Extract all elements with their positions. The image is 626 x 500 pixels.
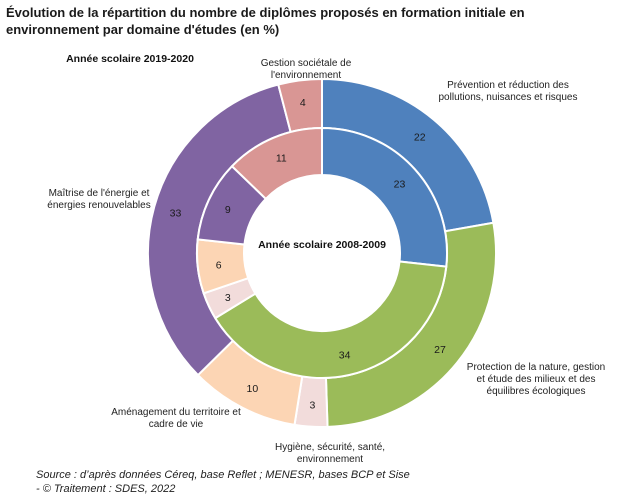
chart-title: Évolution de la répartition du nombre de… bbox=[6, 5, 525, 37]
inner-value-label-protection-de-la-nature-gest: 34 bbox=[339, 350, 351, 362]
inner-slice-gestion-societale-de-l-envir bbox=[230, 126, 323, 201]
category-label-hygiene-securite-sante-envir: Hygiène, sécurité, santé, environnement bbox=[275, 442, 385, 465]
inner-value-label-hygiene-securite-sante-envir: 3 bbox=[225, 292, 231, 304]
outer-value-label-protection-de-la-nature-gest: 27 bbox=[434, 344, 446, 356]
inner-value-label-gestion-societale-de-l-envir: 11 bbox=[276, 152, 287, 164]
category-labels: Prévention et réduction des pollutions, n… bbox=[47, 58, 605, 465]
inner-ring bbox=[196, 126, 448, 379]
outer-value-label-hygiene-securite-sante-envir: 3 bbox=[309, 400, 315, 412]
inner-slice-protection-de-la-nature-gest bbox=[213, 260, 448, 379]
category-label-maitrise-de-l-energie-et-ene: Maîtrise de l'énergie et énergies renouve… bbox=[47, 188, 150, 211]
source-line-2: - © Traitement : SDES, 2022 bbox=[36, 483, 176, 495]
source-note: Source : d’après données Céreq, base Ref… bbox=[36, 468, 410, 496]
inner-ring-label: Année scolaire 2008-2009 bbox=[258, 239, 386, 251]
inner-value-label-prevention-et-reduction-des-: 23 bbox=[394, 179, 406, 191]
category-label-prevention-et-reduction-des-: Prévention et réduction des pollutions, n… bbox=[439, 80, 578, 103]
outer-value-label-gestion-societale-de-l-envir: 4 bbox=[300, 97, 306, 109]
outer-value-label-prevention-et-reduction-des-: 22 bbox=[414, 132, 426, 144]
category-label-gestion-societale-de-l-envir: Gestion sociétale de l'environnement bbox=[261, 58, 352, 81]
source-line-1: Source : d’après données Céreq, base Ref… bbox=[36, 469, 410, 481]
inner-value-label-maitrise-de-l-energie-et-ene: 9 bbox=[225, 204, 231, 216]
category-label-amenagement-du-territoire-et: Aménagement du territoire et cadre de vie bbox=[111, 407, 241, 430]
inner-value-label-amenagement-du-territoire-et: 6 bbox=[216, 259, 222, 271]
outer-value-label-maitrise-de-l-energie-et-ene: 33 bbox=[170, 207, 182, 219]
outer-value-label-amenagement-du-territoire-et: 10 bbox=[247, 383, 259, 395]
category-label-protection-de-la-nature-gest: Protection de la nature, gestion et étude… bbox=[467, 362, 605, 397]
inner-slice-prevention-et-reduction-des- bbox=[321, 126, 448, 268]
value-labels: 22 27 3 10 33 4 23 34 3 6 9 11 bbox=[170, 97, 446, 411]
outer-ring-label: Année scolaire 2019-2020 bbox=[66, 53, 194, 65]
